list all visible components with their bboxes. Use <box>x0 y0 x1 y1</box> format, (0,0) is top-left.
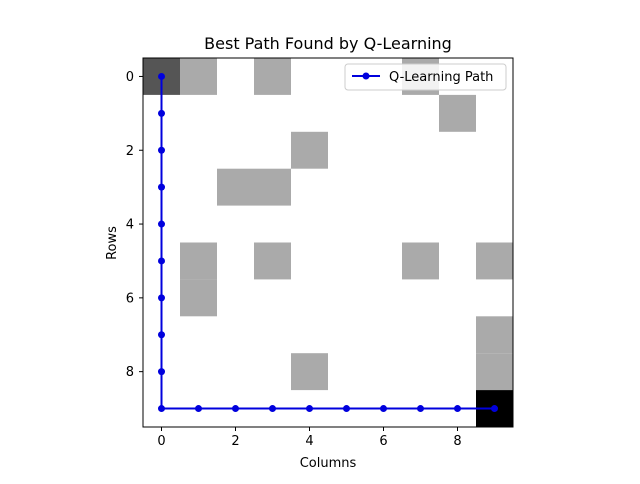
y-axis-label: Rows <box>105 226 120 260</box>
x-tick-label: 6 <box>379 434 387 449</box>
path-point <box>454 405 461 413</box>
path-point <box>417 405 424 413</box>
path-point <box>158 220 165 228</box>
x-axis-label: Columns <box>300 456 357 471</box>
path-point <box>195 405 202 413</box>
cell-obstacle <box>254 242 291 280</box>
cell-obstacle <box>402 242 439 280</box>
path-point <box>158 405 165 413</box>
cell-obstacle <box>180 279 217 317</box>
path-point <box>306 405 313 413</box>
legend-box <box>344 63 507 91</box>
path-point <box>158 109 165 117</box>
y-tick-label: 4 <box>126 218 134 233</box>
path-point <box>158 146 165 154</box>
path-point <box>158 257 165 265</box>
path-point <box>158 72 165 80</box>
path-point <box>158 368 165 376</box>
path-point <box>380 405 387 413</box>
chart-title: Best Path Found by Q-Learning <box>204 34 452 53</box>
x-tick-label: 4 <box>305 434 313 449</box>
cell-obstacle <box>291 353 328 391</box>
path-point <box>343 405 350 413</box>
cell-obstacle <box>476 353 513 391</box>
cell-obstacle <box>180 242 217 280</box>
x-tick-label: 0 <box>157 434 165 449</box>
axis-ticks: 0 2 4 6 8 0 2 4 6 8 <box>126 70 462 449</box>
path-point <box>269 405 276 413</box>
cell-obstacle <box>439 94 476 132</box>
path-point <box>158 331 165 339</box>
cell-obstacle <box>476 316 513 354</box>
path-series <box>158 72 498 413</box>
cell-obstacle <box>254 168 291 206</box>
cell-obstacle <box>217 168 254 206</box>
path-point <box>158 183 165 191</box>
cell-obstacle <box>180 58 217 95</box>
x-tick-label: 8 <box>453 434 461 449</box>
legend-marker <box>362 72 370 80</box>
path-point <box>491 405 498 413</box>
cell-obstacle <box>291 131 328 169</box>
y-tick-label: 0 <box>126 70 134 85</box>
cell-obstacle <box>476 242 513 280</box>
legend-entry-label: Q-Learning Path <box>389 70 493 85</box>
y-tick-label: 8 <box>126 365 134 380</box>
path-point <box>158 294 165 302</box>
path-point <box>232 405 239 413</box>
axes-frame <box>142 57 514 428</box>
x-tick-label: 2 <box>231 434 239 449</box>
cell-obstacle <box>254 58 291 95</box>
y-tick-label: 6 <box>126 291 134 306</box>
y-tick-label: 2 <box>126 144 134 159</box>
grid-cells <box>143 58 513 427</box>
legend: Q-Learning Path <box>344 63 507 91</box>
